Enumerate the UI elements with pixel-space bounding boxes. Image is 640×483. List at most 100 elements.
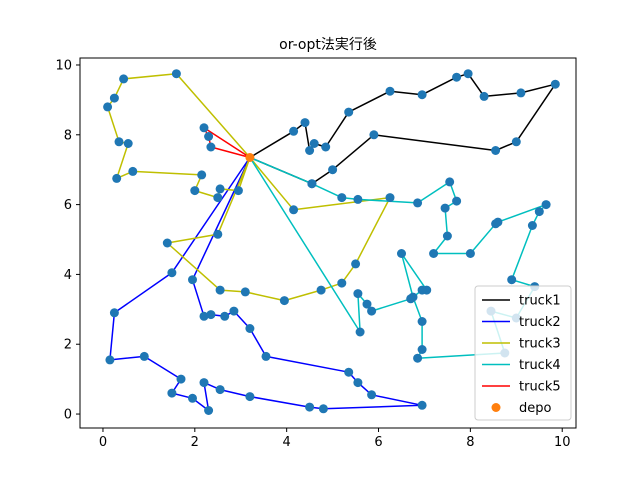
data-point-truck4-5: [445, 177, 455, 187]
data-point-truck2-7: [188, 393, 197, 403]
y-tick-label-8: 8: [64, 128, 72, 143]
y-tick-label-0: 0: [64, 408, 72, 423]
data-point-truck3-18: [337, 278, 347, 288]
data-point-truck2-4: [139, 351, 149, 361]
data-point-truck1-14: [511, 137, 521, 147]
data-point-truck4-4: [413, 198, 423, 208]
data-point-truck4-28: [406, 294, 416, 304]
data-point-truck2-24: [188, 275, 197, 285]
data-point-truck2-5: [176, 374, 186, 384]
series-line-truck3: [106, 72, 391, 302]
data-point-truck1-7: [385, 86, 395, 96]
data-points-layer: [103, 69, 560, 415]
x-tick-label-2: 2: [191, 435, 199, 450]
data-point-truck3-8: [128, 166, 138, 176]
data-point-truck4-9: [429, 249, 439, 258]
data-point-truck3-7: [112, 173, 122, 183]
x-tick-label-10: 10: [554, 435, 571, 450]
data-point-truck2-9: [199, 378, 209, 388]
data-point-truck4-27: [417, 285, 427, 295]
y-tick-label-4: 4: [64, 268, 72, 283]
data-point-truck1-8: [417, 90, 427, 100]
y-tick-label-10: 10: [55, 58, 72, 73]
data-point-truck2-6: [167, 388, 177, 398]
data-point-truck4-7: [440, 203, 450, 213]
legend-label-truck1: truck1: [519, 294, 561, 309]
data-point-truck2-17: [344, 367, 354, 377]
legend-label-truck3: truck3: [519, 337, 561, 352]
data-point-truck3-11: [213, 193, 223, 203]
legend-label-truck2: truck2: [519, 315, 561, 330]
data-point-truck1-1: [289, 126, 299, 136]
series-line-truck2: [109, 157, 423, 412]
x-tick-label-8: 8: [466, 435, 474, 450]
axes-frame: [79, 57, 577, 429]
data-point-truck3-4: [103, 102, 113, 112]
ticks-layer: 0 2 4 6 8 10 0 2 4 6 8 10: [55, 58, 570, 450]
data-point-truck2-16: [353, 378, 363, 388]
data-point-truck3-2: [119, 74, 129, 84]
data-point-truck2-2: [109, 308, 119, 318]
data-point-truck3-9: [197, 170, 207, 180]
data-point-truck1-9: [452, 72, 462, 82]
data-point-truck3-20: [279, 296, 289, 306]
data-point-truck2-8: [204, 406, 214, 415]
data-point-truck5-2: [204, 132, 214, 141]
chart-title: or-opt法実行後: [279, 37, 377, 53]
data-point-truck4-3: [353, 194, 363, 204]
data-point-truck3-5: [114, 137, 124, 147]
data-point-truck4-22: [417, 345, 427, 354]
y-tick-label-2: 2: [64, 338, 72, 353]
data-point-truck1-10: [463, 69, 473, 79]
data-point-truck2-19: [245, 324, 255, 333]
data-point-truck4-6: [452, 196, 462, 206]
data-point-truck3-12: [215, 184, 225, 194]
legend-label-depo: depo: [519, 401, 552, 416]
data-point-truck2-22: [206, 310, 216, 320]
data-point-truck2-13: [318, 404, 328, 414]
data-point-truck3-3: [109, 93, 119, 103]
y-tick-label-6: 6: [64, 198, 72, 213]
data-point-truck4-15: [527, 221, 537, 230]
data-point-truck1-5: [321, 142, 331, 152]
data-point-truck2-18: [261, 351, 271, 361]
data-point-truck2-21: [220, 311, 230, 321]
x-tick-label-0: 0: [99, 435, 107, 450]
data-point-truck4-1: [307, 179, 317, 189]
data-point-truck2-1: [167, 268, 177, 278]
data-point-truck4-23: [417, 317, 427, 326]
data-point-truck2-23: [199, 311, 209, 321]
data-point-truck1-11: [479, 91, 489, 101]
data-point-truck4-21: [413, 353, 423, 363]
data-point-truck2-3: [105, 355, 115, 365]
data-point-truck3-1: [171, 69, 181, 79]
data-point-truck5-1: [199, 123, 209, 133]
data-point-truck4-25: [397, 249, 406, 258]
data-point-truck3-6: [123, 139, 133, 148]
data-point-truck4-16: [507, 275, 517, 285]
legend-label-truck4: truck4: [519, 358, 561, 373]
data-point-truck3-21: [240, 287, 250, 297]
data-point-truck4-13: [541, 200, 551, 210]
data-point-truck1-17: [328, 165, 338, 175]
data-point-truck1-13: [550, 79, 560, 89]
data-point-truck2-15: [367, 390, 377, 400]
data-point-truck1-6: [344, 107, 354, 117]
data-point-truck4-32: [355, 327, 365, 337]
legend-entries: truck1 truck2 truck3 truck4 truck5 depo: [482, 294, 561, 416]
data-point-truck1-3: [305, 146, 315, 155]
data-point-truck1-12: [516, 88, 526, 98]
data-point-truck5-3: [206, 142, 216, 152]
data-point-truck3-19: [316, 285, 326, 295]
data-point-truck2-12: [305, 402, 315, 412]
data-point-truck4-10: [465, 249, 475, 258]
data-point-truck3-17: [351, 259, 361, 269]
data-point-truck2-14: [417, 400, 427, 410]
data-point-truck4-2: [337, 193, 347, 203]
data-point-truck3-13: [233, 186, 243, 196]
data-point-truck3-15: [289, 205, 299, 215]
data-point-truck1-15: [491, 146, 501, 155]
data-point-truck1-2: [300, 118, 310, 128]
